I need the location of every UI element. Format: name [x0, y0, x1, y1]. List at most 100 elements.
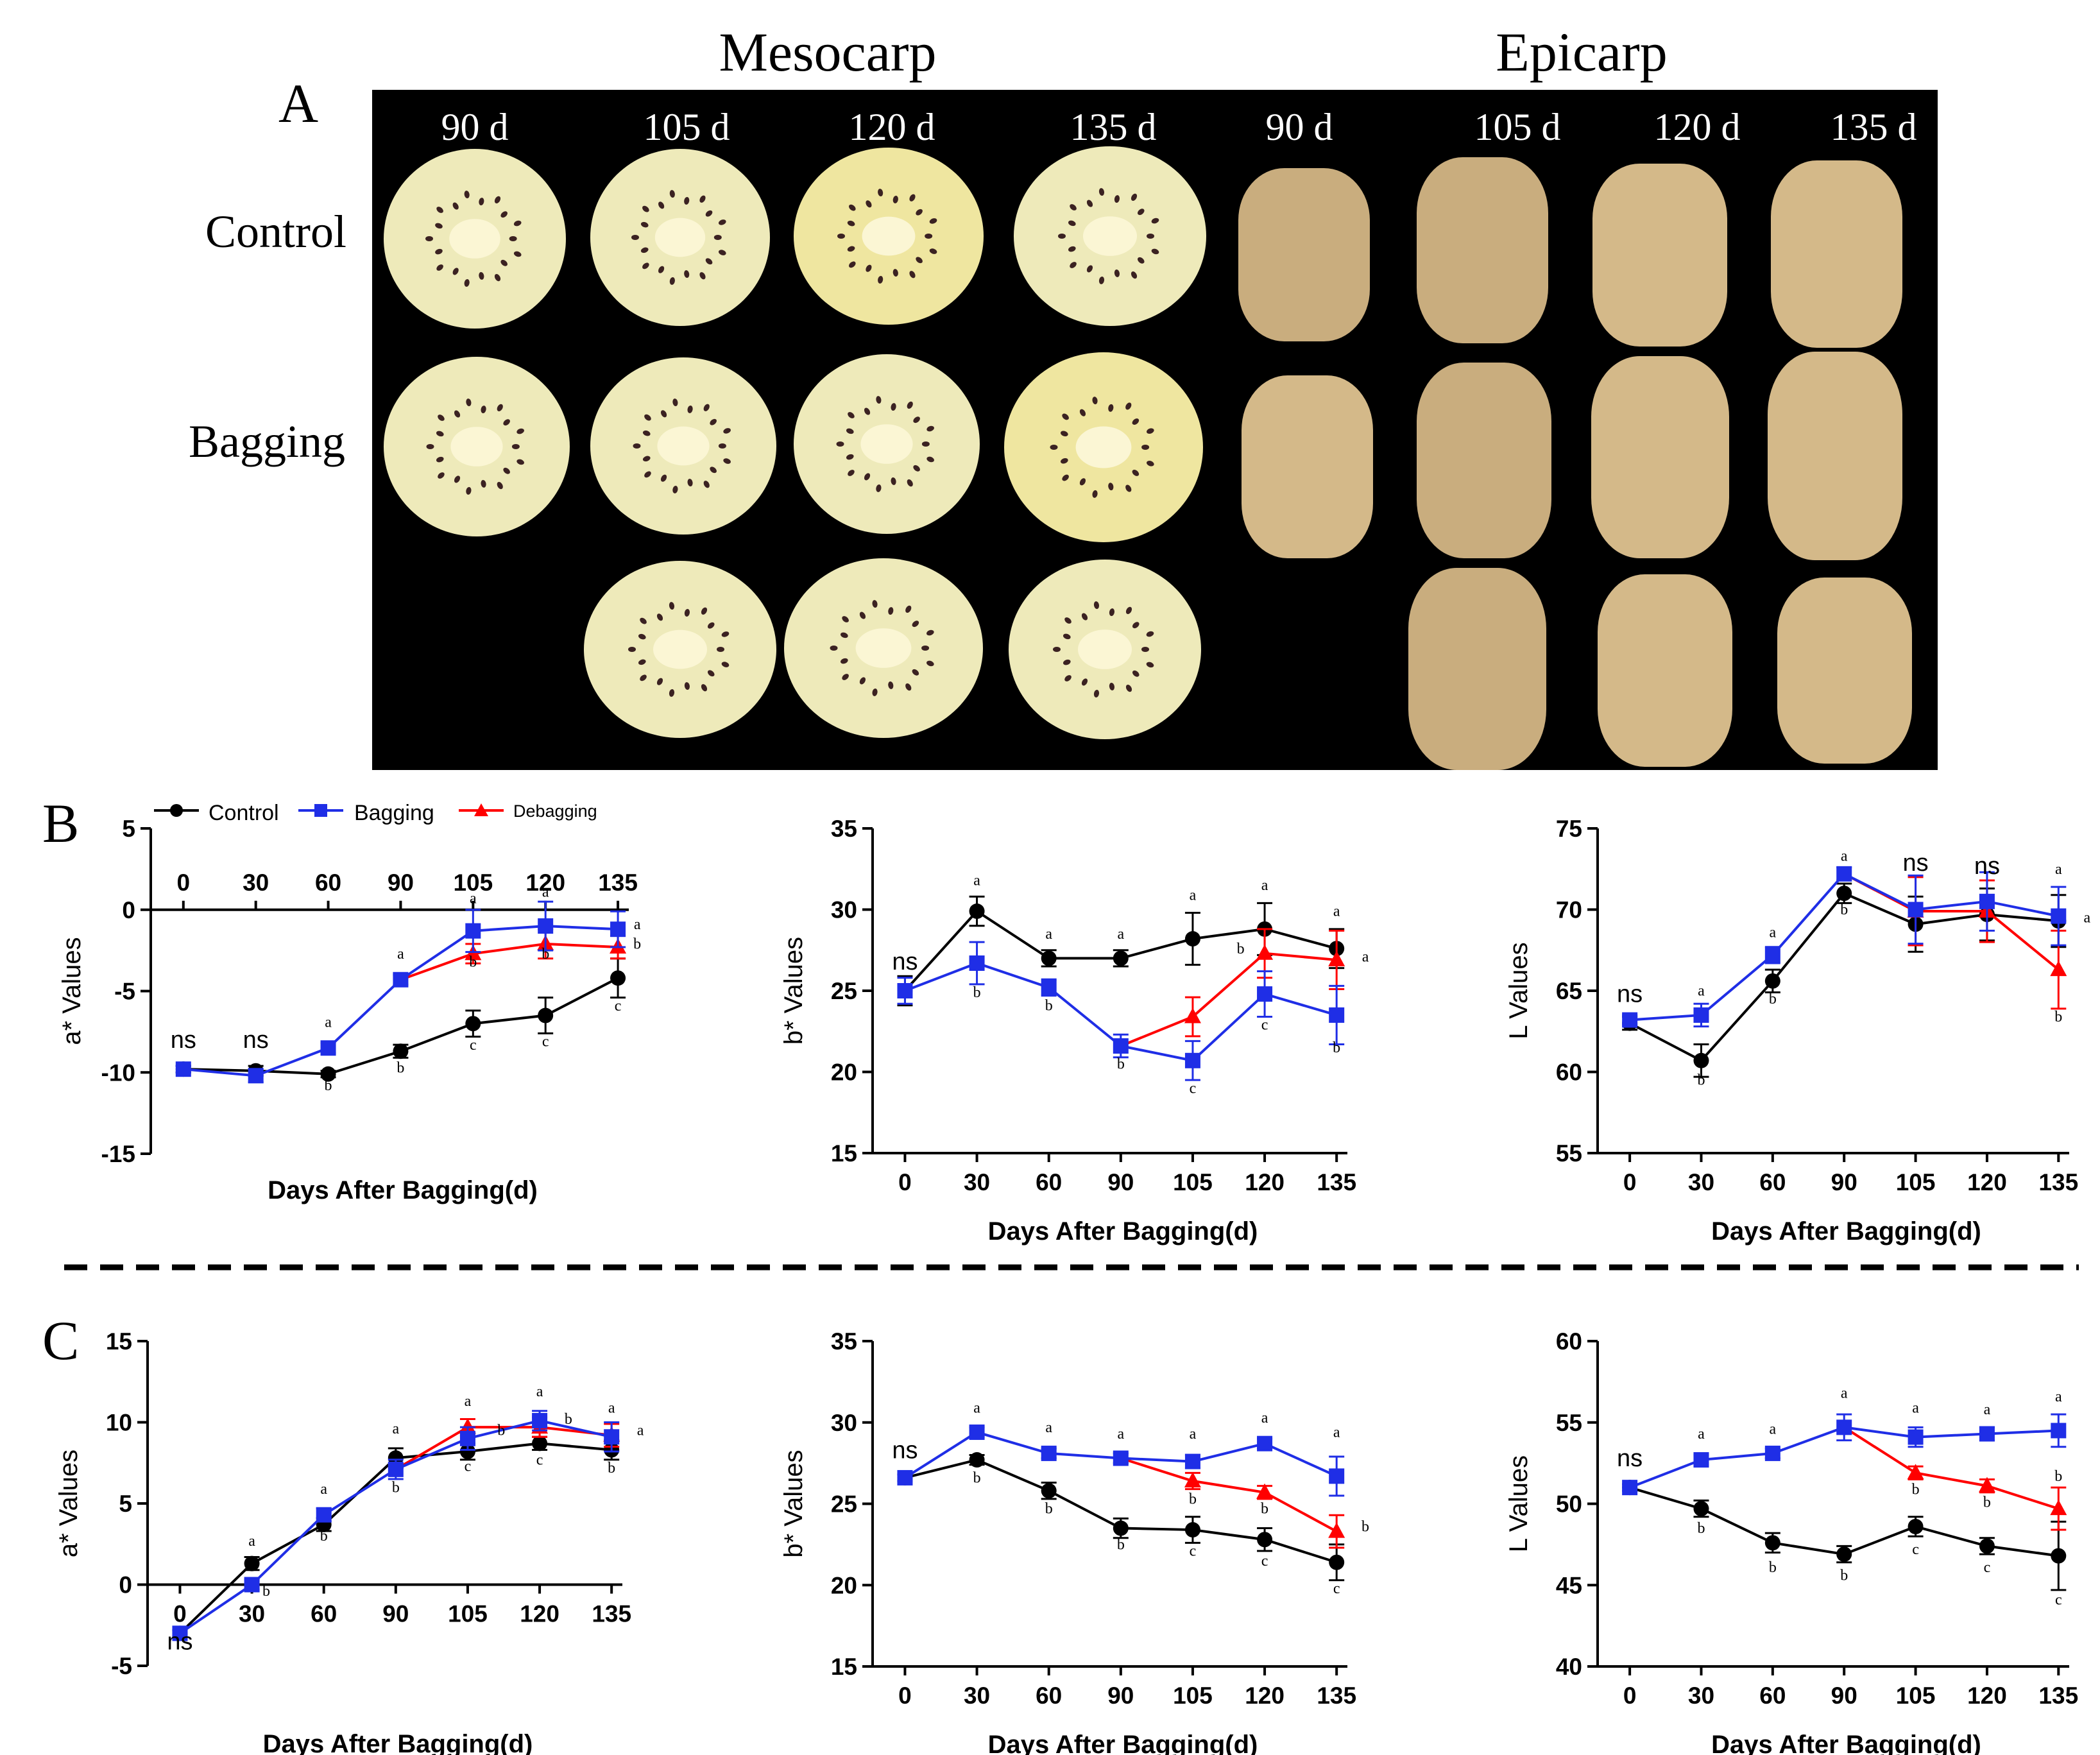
kiwi-seed — [644, 414, 651, 421]
kiwi-seed — [1108, 404, 1114, 412]
significance-label: b — [1045, 1501, 1053, 1518]
data-point-bagging — [1184, 1052, 1200, 1068]
kiwi-slice-photo — [1014, 146, 1206, 326]
kiwi-seed — [684, 196, 690, 205]
y-tick-label: 30 — [831, 897, 857, 923]
kiwi-seed — [684, 608, 690, 617]
kiwi-seed — [1132, 622, 1140, 629]
kiwi-seed — [1058, 234, 1066, 239]
kiwi-seed — [669, 602, 675, 610]
kiwi-seed — [912, 669, 919, 676]
data-point-bagging — [1979, 893, 1995, 909]
significance-label: ns — [1617, 981, 1643, 1008]
kiwi-seed — [503, 467, 510, 474]
significance-label: a — [1984, 1401, 1991, 1418]
significance-label: c — [1984, 1559, 1991, 1576]
x-tick-label: 0 — [898, 1169, 912, 1195]
kiwi-seed — [642, 205, 649, 212]
data-point-bagging — [1693, 1452, 1709, 1468]
kiwi-seed — [1064, 617, 1071, 624]
kiwi-seed — [1141, 445, 1150, 450]
data-point-control — [2051, 1548, 2067, 1564]
data-point-debagging — [1328, 1522, 1345, 1538]
kiwi-seed — [830, 646, 838, 651]
kiwi-seed — [705, 258, 713, 265]
x-tick-label: 0 — [173, 1601, 187, 1627]
significance-label: b — [1912, 1481, 1920, 1498]
data-point-control — [1184, 931, 1200, 947]
kiwi-seed — [699, 195, 706, 203]
significance-label: a — [1045, 926, 1052, 943]
kiwi-slice-photo — [794, 148, 984, 325]
y-axis-label: a* Values — [58, 937, 86, 1045]
kiwi-seed — [631, 235, 639, 240]
x-tick-label: 135 — [2038, 1682, 2078, 1709]
y-tick-label: 50 — [1556, 1491, 1582, 1518]
kiwi-seed — [1125, 402, 1132, 410]
kiwi-seed — [1151, 218, 1159, 224]
kiwi-seed — [497, 482, 503, 490]
kiwi-seed — [703, 481, 710, 488]
significance-label: ns — [1617, 1445, 1643, 1472]
kiwi-seed — [658, 266, 665, 273]
kiwi-seed — [1125, 685, 1132, 692]
significance-label: b — [1697, 1072, 1705, 1089]
kiwi-seed — [1079, 478, 1086, 486]
kiwi-slice-photo — [584, 561, 776, 738]
x-tick-label: 105 — [1896, 1682, 1936, 1709]
significance-label: c — [1912, 1541, 1919, 1558]
x-tick-label: 60 — [1759, 1682, 1786, 1709]
legend: Control Bagging Debagging — [154, 801, 597, 825]
kiwi-seed — [864, 473, 871, 481]
x-tick-label: 30 — [964, 1682, 990, 1709]
x-tick-label: 60 — [1036, 1169, 1062, 1195]
x-tick-label: 0 — [898, 1682, 912, 1709]
series-bagging — [897, 1424, 1345, 1497]
x-tick-label: 60 — [1036, 1682, 1062, 1709]
significance-label: c — [1261, 1017, 1268, 1034]
stage-label: 120 d — [1654, 106, 1741, 148]
kiwi-seed — [929, 218, 937, 224]
significance-label: b — [497, 1423, 505, 1439]
data-point-control — [1908, 1518, 1924, 1534]
kiwi-seed — [516, 459, 524, 465]
panel-c-label: C — [42, 1310, 79, 1371]
kiwi-seed — [513, 251, 522, 257]
significance-label: a — [392, 1421, 399, 1437]
significance-label: b — [392, 1479, 400, 1496]
stage-label: 90 d — [441, 106, 509, 148]
kiwi-seed — [1146, 662, 1154, 668]
data-point-control — [244, 1555, 260, 1571]
data-point-bagging — [1257, 1435, 1273, 1451]
significance-label: c — [542, 1034, 549, 1050]
significance-label: a — [637, 1423, 644, 1439]
kiwi-whole-photo — [1238, 168, 1370, 341]
kiwi-seed — [452, 268, 459, 275]
kiwi-seed — [864, 407, 871, 415]
data-point-bagging — [1041, 1445, 1057, 1461]
kiwi-seed — [1064, 675, 1071, 681]
significance-label: ns — [1974, 853, 2000, 880]
chart-C-b: 15 20 25 30 35 b* Values 0 30 60 90 105 120 135 Days … — [780, 1328, 1369, 1755]
kiwi-seed — [436, 207, 443, 213]
y-tick-label: 55 — [1556, 1140, 1582, 1167]
kiwi-core — [1083, 216, 1137, 256]
data-point-control — [1693, 1501, 1709, 1517]
legend-bagging-label: Bagging — [354, 801, 434, 825]
kiwi-seed — [481, 406, 486, 414]
kiwi-core — [860, 424, 913, 464]
significance-label: a — [1362, 948, 1369, 965]
x-tick-label: 105 — [1173, 1682, 1213, 1709]
kiwi-seed — [710, 418, 717, 425]
x-axis-label: Days After Bagging(d) — [1711, 1217, 1981, 1246]
data-point-control — [1041, 1483, 1057, 1499]
series-debagging — [400, 928, 627, 981]
stage-label: 105 d — [1474, 106, 1561, 148]
kiwi-seed — [503, 419, 510, 426]
kiwi-seed — [909, 271, 916, 278]
x-tick-label: 105 — [1896, 1169, 1936, 1195]
data-point-debagging — [459, 1418, 476, 1434]
significance-label: a — [1841, 1385, 1848, 1402]
significance-label: a — [470, 891, 477, 907]
y-tick-label: 45 — [1556, 1572, 1582, 1598]
